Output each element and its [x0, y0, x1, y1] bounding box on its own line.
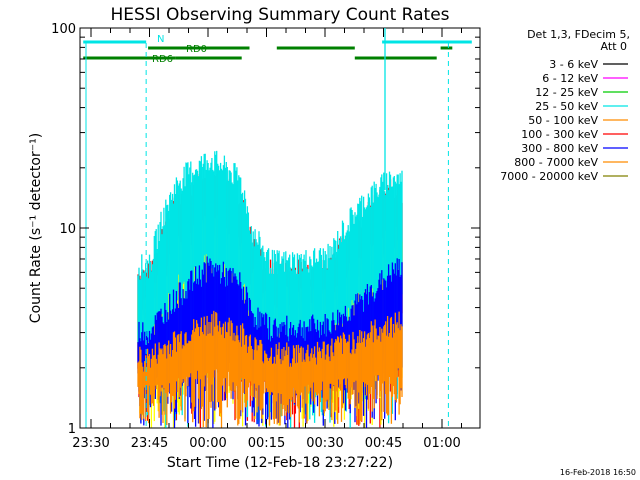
footer-timestamp: 16-Feb-2018 16:50	[560, 468, 636, 477]
rd6-flag-label: RD6	[152, 54, 173, 65]
y-tick-label: 100	[51, 22, 76, 37]
legend-entry-label: 7000 - 20000 keV	[500, 170, 598, 183]
x-tick-label: 00:30	[306, 436, 343, 451]
chart-title: HESSI Observing Summary Count Rates	[110, 5, 449, 25]
x-axis-label: Start Time (12-Feb-18 23:27:22)	[167, 455, 393, 471]
y-axis-label: Count Rate (s⁻¹ detector⁻¹)	[28, 133, 44, 323]
x-tick-label: 01:00	[423, 436, 460, 451]
x-tick-label: 00:45	[365, 436, 402, 451]
legend-entry-label: 800 - 7000 keV	[514, 156, 598, 169]
y-axis: 1 10 100	[51, 22, 480, 437]
series-25-50-kev	[137, 256, 403, 428]
legend-entry-label: 300 - 800 keV	[521, 142, 598, 155]
legend-title: Att 0	[601, 40, 627, 53]
legend-entry-label: 6 - 12 keV	[542, 72, 598, 85]
legend-entry-label: 50 - 100 keV	[528, 114, 598, 127]
y-tick-label: 1	[68, 422, 76, 437]
legend-entry-label: 3 - 6 keV	[549, 58, 598, 71]
x-tick-label: 00:15	[248, 436, 285, 451]
rd0-flag-label: RD0	[186, 44, 207, 55]
x-tick-label: 00:00	[189, 436, 226, 451]
x-tick-label: 23:30	[72, 436, 109, 451]
series-layer	[137, 150, 403, 428]
legend-entry-label: 100 - 300 keV	[521, 128, 598, 141]
x-axis: 23:30 23:45 00:00 00:15 00:30 00:45 01:00	[72, 28, 462, 451]
night-flag-label: N	[157, 34, 164, 45]
flags-layer: N RD0 RD6	[83, 28, 472, 428]
x-tick-label: 23:45	[131, 436, 168, 451]
legend-title: Det 1,3, FDecim 5,	[527, 28, 630, 41]
legend-entry-label: 12 - 25 keV	[535, 86, 598, 99]
y-tick-label: 10	[59, 222, 76, 237]
legend-entry-label: 25 - 50 keV	[535, 100, 598, 113]
series-50-100-kev	[137, 310, 403, 428]
